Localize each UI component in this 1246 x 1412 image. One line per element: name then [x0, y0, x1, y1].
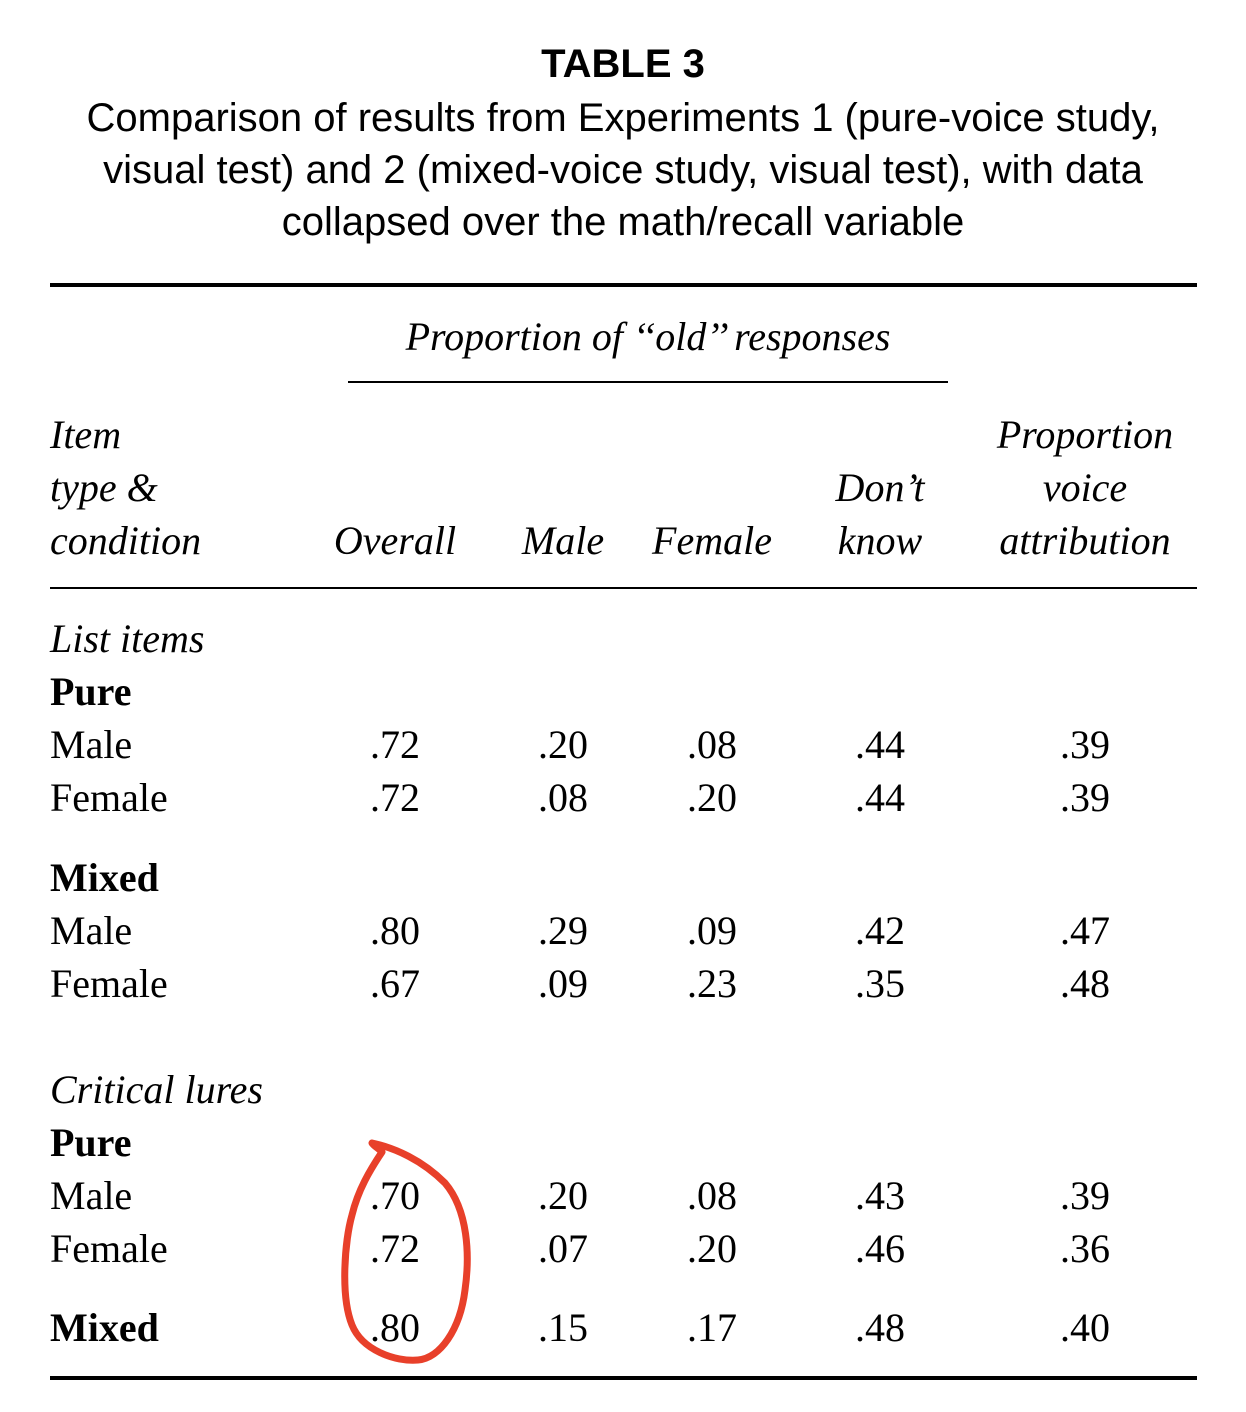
row-label: Female: [50, 1226, 168, 1271]
bottom-rule: [50, 1376, 1197, 1380]
section-critical-lures: Critical lures: [50, 1067, 263, 1112]
red-circle-stroke: [341, 1139, 471, 1364]
row-label: Male: [50, 908, 133, 953]
header-item-2: type &: [50, 465, 158, 510]
row-label: Female: [50, 961, 168, 1006]
group-list-pure: Pure: [50, 669, 132, 714]
header-item-1: Item: [50, 412, 122, 457]
spanner-rule: [348, 381, 948, 383]
row-label: Male: [50, 1173, 133, 1218]
header-rule: [50, 587, 1197, 589]
group-lures-mixed: Mixed: [50, 1305, 159, 1350]
row-label: Male: [50, 722, 133, 767]
table-caption: Comparison of results from Experiments 1…: [86, 96, 1160, 244]
section-list-items: List items: [50, 616, 205, 661]
row-label: Female: [50, 775, 168, 820]
table-title: TABLE 3: [541, 42, 705, 86]
group-list-mixed: Mixed: [50, 855, 159, 900]
spanner-heading: Proportion of ‘‘old’’ responses: [405, 314, 891, 359]
top-rule: [50, 283, 1197, 287]
group-lures-pure: Pure: [50, 1120, 132, 1165]
header-item-3: condition: [50, 518, 202, 563]
